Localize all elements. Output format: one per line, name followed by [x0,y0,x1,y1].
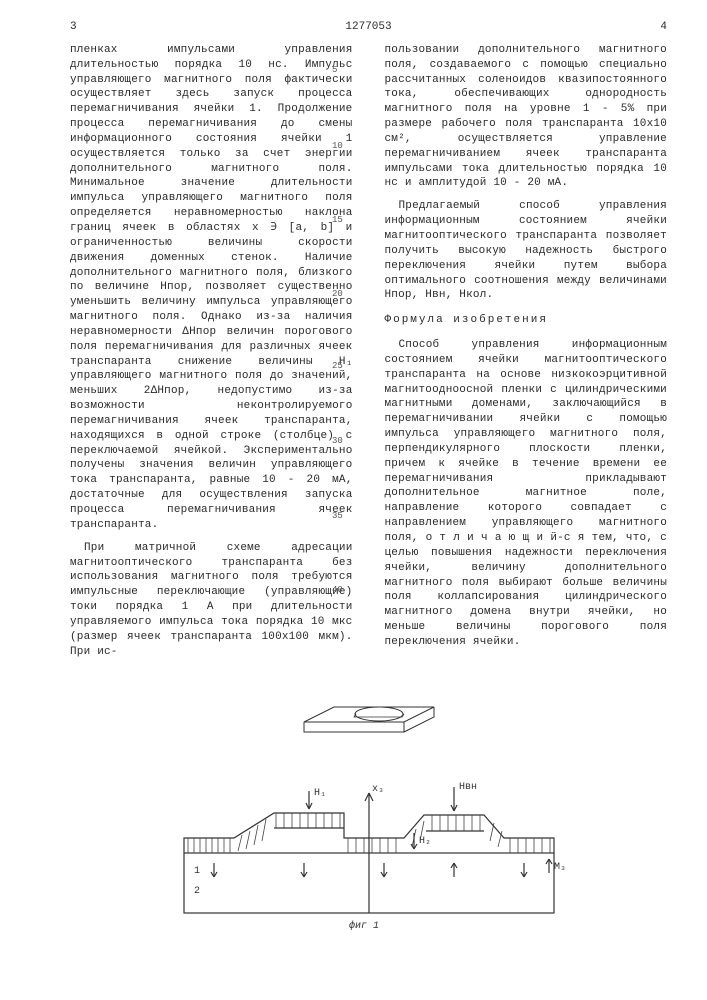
line-num: 10 [332,140,343,152]
paragraph: При матричной схеме адресации магнитоопт… [70,541,353,660]
paragraph: Предлагаемый способ управления информаци… [385,199,668,303]
paragraph: пленках импульсами управления длительнос… [70,43,353,533]
layer-1-label: 1 [194,866,200,877]
h2-label: H₂ [419,836,431,847]
line-num: 5 [332,64,337,76]
left-column: пленках импульсами управления длительнос… [70,43,353,668]
hvn-label: Hвн [459,782,477,793]
line-num: 40 [332,584,343,596]
formula-heading: Формула изобретения [385,313,668,328]
line-num: 25 [332,360,343,372]
figure-3d-slab [284,687,454,747]
figure-cross-section: x₃ H₁ Hвн H₂ M₃ 1 2 фиг 1 [154,773,584,933]
figure-caption: фиг 1 [349,919,379,932]
claim-paragraph: Способ управления информационным состоян… [385,338,668,650]
layer-2-label: 2 [194,886,200,897]
m3-label: M₃ [554,862,566,873]
page-number-right: 4 [660,20,667,35]
page-number-left: 3 [70,20,77,35]
h1-label: H₁ [314,788,326,799]
patent-number: 1277053 [345,20,391,35]
right-column: пользовании дополнительного магнитного п… [385,43,668,668]
line-num: 20 [332,288,343,300]
line-num: 35 [332,510,343,522]
line-num: 15 [332,214,343,226]
axis-x3-label: x₃ [372,784,384,795]
paragraph: пользовании дополнительного магнитного п… [385,43,668,191]
line-num: 30 [332,435,343,447]
